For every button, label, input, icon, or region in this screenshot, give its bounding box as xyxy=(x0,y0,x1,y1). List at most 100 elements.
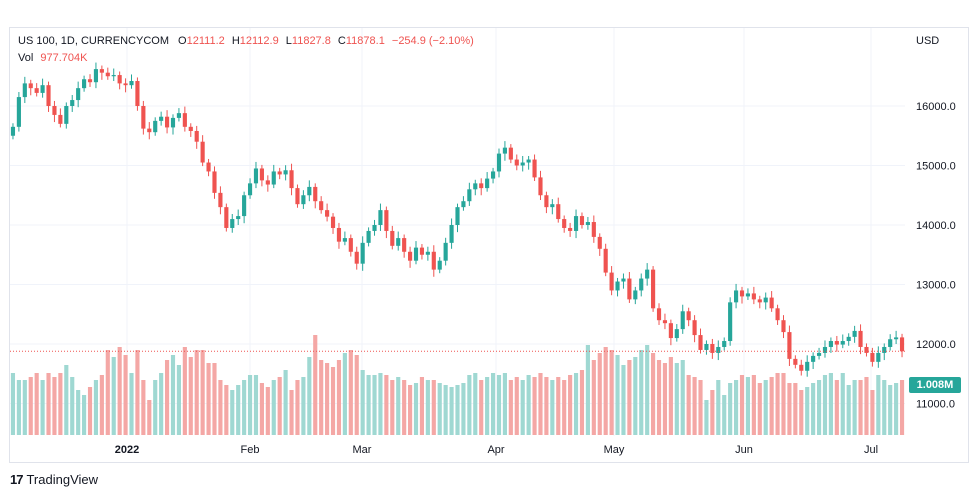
volume-bar xyxy=(206,363,211,435)
candle-body xyxy=(319,201,324,211)
candle-body xyxy=(46,85,51,106)
volume-bar xyxy=(550,380,555,435)
volume-bar xyxy=(253,375,259,435)
candle-body xyxy=(888,339,893,347)
candle-body xyxy=(105,72,110,77)
volume-bar xyxy=(64,365,69,435)
candle-body xyxy=(668,323,673,339)
volume-bar xyxy=(680,360,685,435)
candle-body xyxy=(591,222,596,237)
symbol-label[interactable]: US 100, 1D, CURRENCYCOM xyxy=(18,35,169,47)
volume-bar xyxy=(473,373,478,435)
candle-body xyxy=(194,130,199,142)
candle-body xyxy=(645,269,650,279)
candle-body xyxy=(289,170,294,189)
volume-bar xyxy=(734,380,739,435)
candle-body xyxy=(28,83,33,89)
volume-bar xyxy=(419,377,425,435)
volume-bar xyxy=(188,357,193,435)
volume-bar xyxy=(485,377,490,435)
chart-frame[interactable] xyxy=(9,27,969,463)
candle-body xyxy=(16,97,21,127)
candle-body xyxy=(313,186,318,202)
volume-bar xyxy=(230,390,235,435)
volume-bar xyxy=(811,383,816,435)
candle-body xyxy=(461,201,466,208)
candle-body xyxy=(164,116,170,128)
candle-body xyxy=(579,216,585,225)
candle-body xyxy=(805,361,810,371)
candle-body xyxy=(253,168,259,184)
volume-bar xyxy=(668,357,673,435)
candle-body xyxy=(840,341,845,345)
price-tick-label: 11000.0 xyxy=(916,399,955,411)
volume-bar xyxy=(159,373,164,435)
candle-body xyxy=(336,227,342,242)
candle-body xyxy=(899,337,905,352)
volume-bar xyxy=(247,375,253,435)
ohlc-legend: US 100, 1D, CURRENCYCOM O12111.2 H12112.… xyxy=(18,35,474,47)
volume-bar xyxy=(544,377,549,435)
candle-body xyxy=(342,238,347,242)
candle-body xyxy=(680,311,685,330)
candle-body xyxy=(437,260,442,270)
volume-bar xyxy=(852,380,857,435)
candle-body xyxy=(40,85,45,93)
volume-bar xyxy=(259,383,264,435)
volume-bar xyxy=(591,360,596,435)
candle-body xyxy=(419,247,425,255)
candle-body xyxy=(686,311,691,321)
candle-body xyxy=(502,147,507,154)
volume-bar xyxy=(840,373,845,435)
candle-body xyxy=(615,281,620,291)
candle-body xyxy=(295,188,300,205)
volume-bar xyxy=(662,363,668,435)
volume-bar xyxy=(212,363,217,435)
change-value: −254.9 (−2.10%) xyxy=(391,35,474,47)
candle-body xyxy=(514,159,519,166)
volume-bar xyxy=(538,373,543,435)
candle-body xyxy=(70,100,75,106)
time-tick-label: Jun xyxy=(735,444,753,456)
volume-bar xyxy=(372,375,377,435)
candle-body xyxy=(159,116,164,121)
time-tick-label: Feb xyxy=(241,444,260,456)
volume-bar xyxy=(313,335,318,435)
volume-bar xyxy=(218,380,223,435)
volume-bar xyxy=(769,377,774,435)
candle-body xyxy=(123,83,128,86)
candle-body xyxy=(390,230,395,246)
candle-body xyxy=(751,293,756,300)
volume-bar xyxy=(58,373,63,435)
volume-bar xyxy=(882,380,887,435)
tradingview-logo-icon[interactable]: 17 xyxy=(10,472,24,487)
candle-body xyxy=(87,79,93,83)
volume-bar xyxy=(787,383,792,435)
candle-body xyxy=(473,183,478,190)
candle-body xyxy=(117,75,122,84)
volume-bar xyxy=(135,350,140,435)
candle-body xyxy=(301,195,306,205)
candle-body xyxy=(876,352,881,362)
candle-body xyxy=(864,346,869,353)
candle-body xyxy=(153,120,158,133)
volume-bar xyxy=(698,380,703,435)
volume-bar xyxy=(461,383,466,435)
volume-bar xyxy=(437,383,442,435)
volume-bar xyxy=(396,377,401,435)
time-tick-label: Apr xyxy=(487,444,504,456)
vol-key[interactable]: Vol xyxy=(18,52,34,64)
candle-body xyxy=(757,299,762,303)
candle-body xyxy=(858,330,863,347)
candle-body xyxy=(170,117,176,128)
volume-bar xyxy=(40,380,45,435)
brand-label[interactable]: TradingView xyxy=(26,472,99,487)
volume-bar xyxy=(834,380,839,435)
candle-body xyxy=(176,113,181,118)
candle-body xyxy=(348,238,353,252)
volume-bar xyxy=(147,400,152,435)
volume-bar xyxy=(105,350,110,435)
candle-body xyxy=(396,238,401,246)
candle-body xyxy=(64,106,69,124)
